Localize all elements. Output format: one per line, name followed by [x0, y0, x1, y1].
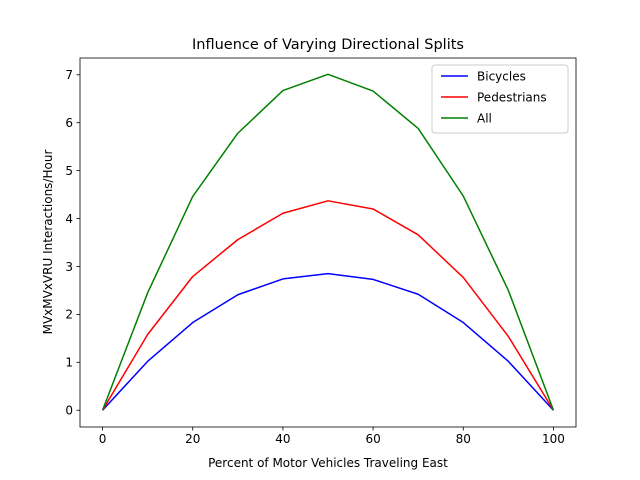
x-tick-label: 20	[185, 432, 200, 446]
legend-label-bicycles: Bicycles	[477, 69, 526, 83]
legend-label-all: All	[477, 111, 492, 125]
y-tick-label: 0	[65, 404, 73, 418]
axes-frame	[79, 57, 577, 428]
y-tick-label: 4	[65, 212, 73, 226]
plot-area: 0 20 40 60 80 100 0 1 2 3 4 5 6 7 Bicycles Pedestrians A…	[65, 57, 577, 446]
y-tick-label: 6	[65, 116, 73, 130]
legend-label-pedestrians: Pedestrians	[477, 90, 547, 104]
x-tick-label: 60	[365, 432, 380, 446]
chart-title: Influence of Varying Directional Splits	[192, 37, 464, 53]
x-tick-label: 100	[542, 432, 565, 446]
x-tick-label: 0	[99, 432, 107, 446]
y-axis-label: MVxMVxVRU Interactions/Hour	[41, 150, 55, 335]
series-line-all	[101, 73, 555, 411]
y-tick-label: 7	[65, 68, 73, 82]
y-tick-label: 2	[65, 308, 73, 322]
y-tick-label: 5	[65, 164, 73, 178]
y-tick-label: 3	[65, 260, 73, 274]
x-axis-label: Percent of Motor Vehicles Traveling East	[208, 456, 448, 470]
x-tick-label: 80	[456, 432, 471, 446]
legend-box	[431, 64, 569, 134]
x-tick-label: 40	[275, 432, 290, 446]
y-tick-label: 1	[65, 356, 73, 370]
series-line-pedestrians	[101, 200, 555, 411]
series-line-bicycles	[101, 272, 555, 411]
